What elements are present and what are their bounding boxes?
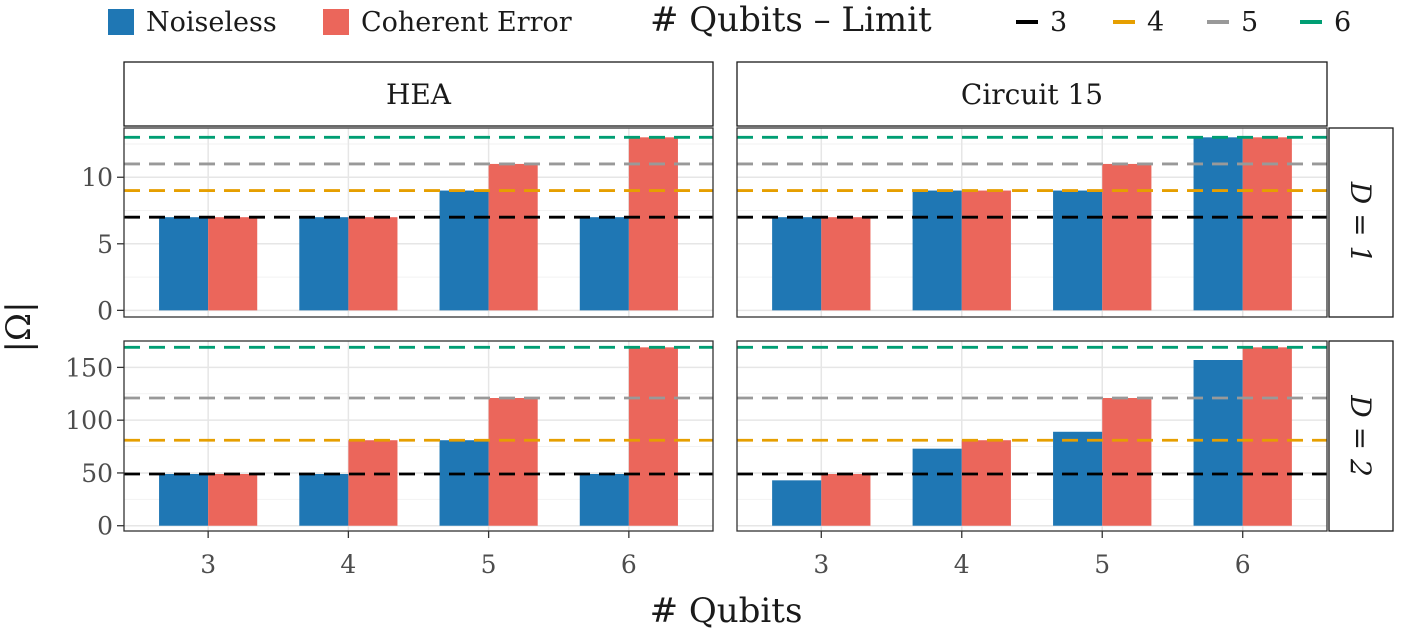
panel-border-hea-d-1 bbox=[123, 127, 714, 318]
legend-line-limit-3 bbox=[1016, 20, 1038, 24]
legend-label-limit-4: 4 bbox=[1147, 6, 1165, 38]
y-axis-title: |Ω| bbox=[0, 301, 39, 352]
bar-noiseless-hea-d-2 bbox=[299, 474, 349, 526]
bar-coherent-error-hea-d-2 bbox=[348, 440, 398, 526]
bar-noiseless-circuit-15-d-1 bbox=[1053, 190, 1103, 311]
bar-noiseless-circuit-15-d-1 bbox=[912, 190, 962, 311]
legend-label-noiseless: Noiseless bbox=[146, 6, 277, 38]
legend-limit-title: # Qubits – Limit bbox=[650, 0, 932, 40]
bar-noiseless-circuit-15-d-2 bbox=[1053, 431, 1103, 526]
bar-coherent-error-circuit-15-d-2 bbox=[821, 474, 871, 526]
legend-label-limit-3: 3 bbox=[1050, 6, 1068, 38]
legend-label-limit-6: 6 bbox=[1334, 6, 1352, 38]
bar-noiseless-circuit-15-d-2 bbox=[1193, 360, 1243, 526]
x-tick-label-hea-d-2: 3 bbox=[200, 550, 216, 579]
bar-coherent-error-circuit-15-d-1 bbox=[821, 217, 871, 311]
legend-item-limit-5: 5 bbox=[1207, 2, 1258, 42]
legend-item-coherent-error: Coherent Error bbox=[323, 2, 572, 42]
bar-noiseless-hea-d-1 bbox=[579, 217, 629, 311]
x-axis-title: # Qubits bbox=[650, 591, 803, 631]
bar-coherent-error-hea-d-1 bbox=[628, 137, 678, 311]
bar-coherent-error-hea-d-1 bbox=[208, 217, 258, 311]
panel-border-hea-d-2 bbox=[123, 340, 714, 532]
bar-coherent-error-hea-d-1 bbox=[488, 163, 538, 311]
x-tick-label-circuit-15-d-2: 5 bbox=[1094, 550, 1110, 579]
x-tick-label-hea-d-2: 4 bbox=[340, 550, 356, 579]
panel-border-circuit-15-d-2 bbox=[736, 340, 1328, 532]
bar-noiseless-hea-d-2 bbox=[159, 474, 209, 526]
bar-coherent-error-hea-d-1 bbox=[348, 217, 398, 311]
x-tick-label-hea-d-2: 5 bbox=[481, 550, 497, 579]
legend-label-coherent-error: Coherent Error bbox=[361, 6, 572, 38]
bar-noiseless-hea-d-1 bbox=[159, 217, 209, 311]
y-tick-label-hea-d-2: 0 bbox=[97, 512, 113, 541]
y-tick-label-hea-d-2: 100 bbox=[65, 406, 113, 435]
x-tick-label-hea-d-2: 6 bbox=[621, 550, 637, 579]
strip-label-d-2: D = 2 bbox=[1344, 394, 1377, 477]
bar-coherent-error-circuit-15-d-1 bbox=[1242, 137, 1292, 311]
bar-coherent-error-circuit-15-d-1 bbox=[961, 190, 1011, 311]
bar-coherent-error-circuit-15-d-2 bbox=[1242, 347, 1292, 526]
bar-noiseless-hea-d-2 bbox=[579, 474, 629, 526]
strip-d-2 bbox=[1328, 340, 1394, 532]
bar-coherent-error-circuit-15-d-2 bbox=[1102, 398, 1152, 526]
bar-coherent-error-hea-d-2 bbox=[628, 347, 678, 526]
bar-noiseless-circuit-15-d-1 bbox=[772, 217, 822, 311]
bar-noiseless-hea-d-1 bbox=[299, 217, 349, 311]
legend-swatch-coherent-error bbox=[323, 9, 349, 35]
legend-line-limit-5 bbox=[1207, 20, 1229, 24]
bar-coherent-error-hea-d-2 bbox=[208, 474, 258, 526]
x-tick-label-circuit-15-d-2: 3 bbox=[813, 550, 829, 579]
strip-circuit-15 bbox=[736, 61, 1328, 127]
bar-coherent-error-hea-d-2 bbox=[488, 398, 538, 526]
panel-border-circuit-15-d-1 bbox=[736, 127, 1328, 318]
legend-item-limit-3: 3 bbox=[1016, 2, 1067, 42]
y-tick-label-hea-d-1: 5 bbox=[97, 230, 113, 259]
strip-label-circuit-15: Circuit 15 bbox=[961, 78, 1103, 111]
y-tick-label-hea-d-2: 150 bbox=[65, 353, 113, 382]
legend-item-limit-6: 6 bbox=[1300, 2, 1351, 42]
bar-noiseless-hea-d-1 bbox=[439, 190, 489, 311]
legend-item-noiseless: Noiseless bbox=[108, 2, 277, 42]
bar-coherent-error-circuit-15-d-2 bbox=[961, 440, 1011, 526]
strip-label-hea: HEA bbox=[386, 78, 452, 111]
legend: Noiseless Coherent Error # Qubits – Limi… bbox=[0, 0, 1415, 44]
y-tick-label-hea-d-2: 50 bbox=[81, 459, 113, 488]
y-tick-label-hea-d-1: 0 bbox=[97, 296, 113, 325]
legend-line-limit-6 bbox=[1300, 20, 1322, 24]
bar-noiseless-circuit-15-d-2 bbox=[772, 480, 822, 526]
bar-coherent-error-circuit-15-d-1 bbox=[1102, 163, 1152, 311]
strip-label-d-1: D = 1 bbox=[1344, 181, 1377, 264]
bar-noiseless-hea-d-2 bbox=[439, 440, 489, 526]
bar-noiseless-circuit-15-d-2 bbox=[912, 448, 962, 526]
x-tick-label-circuit-15-d-2: 4 bbox=[954, 550, 970, 579]
strip-d-1 bbox=[1328, 127, 1394, 318]
x-tick-label-circuit-15-d-2: 6 bbox=[1235, 550, 1251, 579]
bar-noiseless-circuit-15-d-1 bbox=[1193, 137, 1243, 311]
legend-label-limit-5: 5 bbox=[1241, 6, 1259, 38]
strip-hea bbox=[123, 61, 714, 127]
legend-swatch-noiseless bbox=[108, 9, 134, 35]
legend-item-limit-4: 4 bbox=[1113, 2, 1164, 42]
legend-line-limit-4 bbox=[1113, 20, 1135, 24]
y-tick-label-hea-d-1: 10 bbox=[81, 163, 113, 192]
